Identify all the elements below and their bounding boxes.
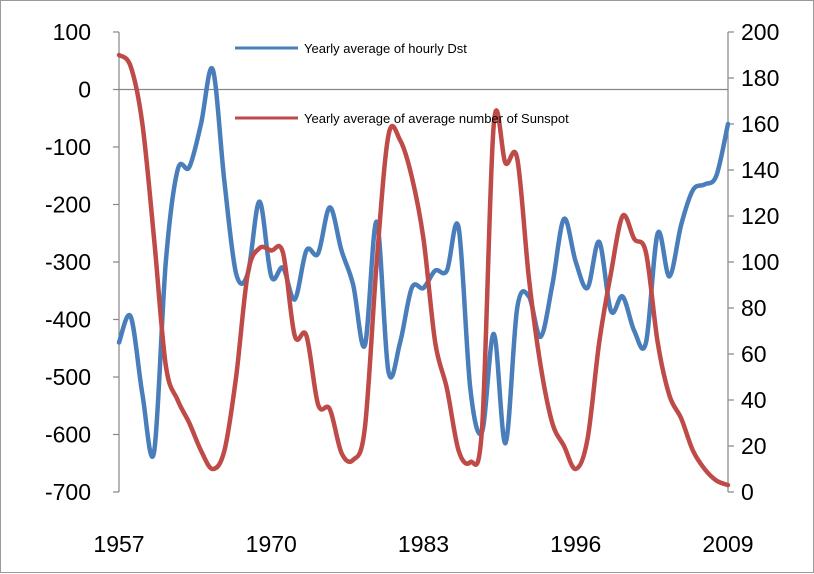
x-tick-label: 1983 bbox=[398, 531, 449, 557]
series-layer bbox=[116, 52, 731, 488]
legend-label-sunspot: Yearly average of average number of Suns… bbox=[304, 111, 569, 126]
left-y-tick-label: -600 bbox=[45, 422, 91, 448]
x-tick-label: 1957 bbox=[93, 531, 144, 557]
right-y-tick-label: 0 bbox=[741, 479, 754, 505]
left-y-tick-label: -400 bbox=[45, 307, 91, 333]
right-y-tick-label: 160 bbox=[741, 111, 779, 137]
x-tick-label: 1970 bbox=[246, 531, 297, 557]
right-y-tick-label: 200 bbox=[741, 19, 779, 45]
right-y-tick-label: 40 bbox=[741, 387, 767, 413]
left-y-tick-label: -700 bbox=[45, 479, 91, 505]
right-y-tick-label: 180 bbox=[741, 65, 779, 91]
left-y-tick-label: 100 bbox=[53, 19, 91, 45]
sunspot-series-line bbox=[116, 52, 731, 488]
legend: Yearly average of hourly Dst Yearly aver… bbox=[235, 41, 569, 126]
axes-group bbox=[118, 32, 729, 492]
left-y-tick-label: -500 bbox=[45, 364, 91, 390]
right-y-tick-label: 120 bbox=[741, 203, 779, 229]
x-tick-label: 1996 bbox=[550, 531, 601, 557]
dst-series-line bbox=[116, 65, 731, 459]
right-y-tick-label: 100 bbox=[741, 249, 779, 275]
legend-label-dst: Yearly average of hourly Dst bbox=[304, 41, 467, 56]
left-y-tick-label: -200 bbox=[45, 192, 91, 218]
right-y-tick-label: 80 bbox=[741, 295, 767, 321]
right-y-tick-label: 20 bbox=[741, 433, 767, 459]
left-y-tick-label: 0 bbox=[78, 77, 91, 103]
left-y-tick-label: -100 bbox=[45, 134, 91, 160]
right-y-tick-label: 140 bbox=[741, 157, 779, 183]
x-tick-labels: 1957 1970 1983 1996 2009 bbox=[93, 531, 753, 557]
left-y-tick-label: -300 bbox=[45, 249, 91, 275]
right-y-tick-label: 60 bbox=[741, 341, 767, 367]
x-tick-label: 2009 bbox=[702, 531, 753, 557]
left-y-tick-labels: 100 0 -100 -200 -300 -400 -500 -600 -700 bbox=[45, 19, 119, 505]
